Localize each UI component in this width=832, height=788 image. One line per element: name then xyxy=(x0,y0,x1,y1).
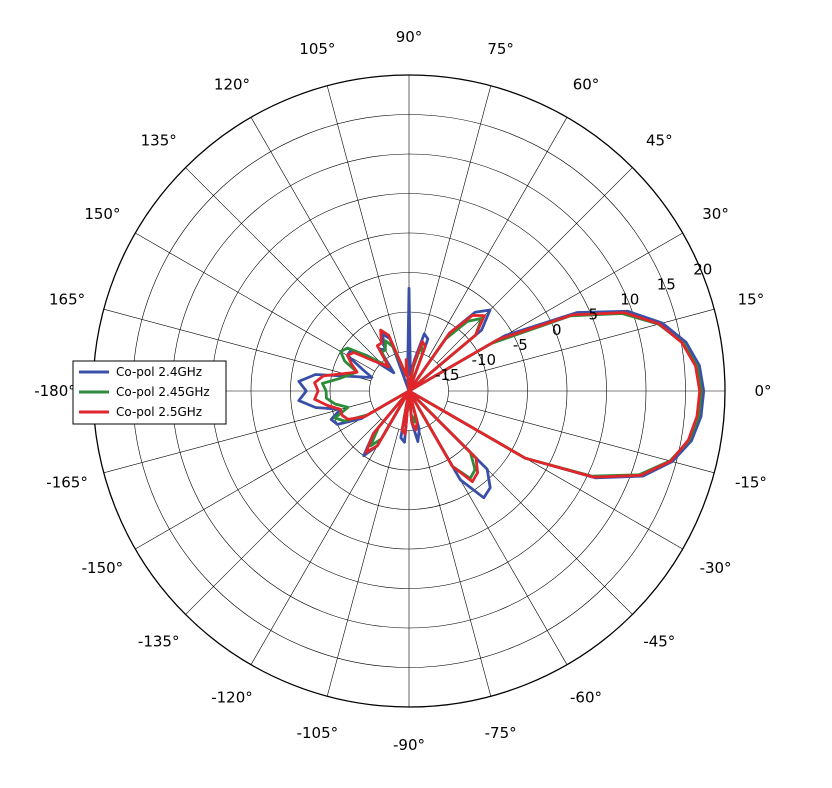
angular-gridline xyxy=(428,117,568,357)
angular-gridline xyxy=(250,425,390,665)
angular-tick-label: 135° xyxy=(141,132,177,150)
angular-tick-label: 150° xyxy=(84,205,120,223)
angular-tick-label: -135° xyxy=(138,632,180,650)
angular-gridline xyxy=(447,308,715,382)
angular-tick-label: -120° xyxy=(211,689,253,707)
angular-tick-label: 75° xyxy=(487,40,514,58)
legend-label: Co-pol 2.4GHz xyxy=(116,365,202,379)
angular-tick-label: -105° xyxy=(297,724,339,742)
angular-tick-label: -30° xyxy=(700,559,732,577)
angular-gridline xyxy=(185,167,382,364)
angular-tick-label: -45° xyxy=(643,632,675,650)
radial-tick-label: -10 xyxy=(472,351,497,369)
angular-tick-label: -75° xyxy=(485,724,517,742)
radial-tick-label: 20 xyxy=(693,260,712,278)
angular-gridline xyxy=(418,429,492,697)
angular-tick-label: -15° xyxy=(735,474,767,492)
angular-gridline xyxy=(418,85,492,353)
angular-tick-label: -90° xyxy=(393,736,425,754)
legend: Co-pol 2.4GHz Co-pol 2.45GHz Co-pol 2.5GHz xyxy=(72,360,227,425)
angular-gridline xyxy=(436,167,633,364)
legend-label: Co-pol 2.45GHz xyxy=(116,385,210,399)
angular-gridline xyxy=(250,117,390,357)
angular-gridline xyxy=(326,85,400,353)
angular-tick-label: -60° xyxy=(570,689,602,707)
series-lines xyxy=(297,286,706,500)
angular-gridline xyxy=(135,410,375,550)
angular-gridline xyxy=(326,429,400,697)
angular-tick-label: 15° xyxy=(738,290,765,308)
angular-tick-label: 165° xyxy=(49,290,85,308)
radial-tick-label: 0 xyxy=(552,321,562,339)
angular-gridline xyxy=(185,418,382,615)
angular-gridline xyxy=(135,232,375,372)
angular-tick-label: 120° xyxy=(214,75,250,93)
angular-tick-label: 105° xyxy=(299,40,335,58)
radial-tick-label: 15 xyxy=(657,275,676,293)
series-line-3 xyxy=(313,311,702,483)
angular-gridline xyxy=(103,308,371,382)
radial-tick-label: 5 xyxy=(589,306,599,324)
angular-tick-label: 60° xyxy=(573,75,600,93)
angular-tick-label: -150° xyxy=(82,559,124,577)
angular-tick-label: 45° xyxy=(646,132,673,150)
axis-labels: 0° 15° 30° 45° 60° 75° 90° 105° 120° 135° 150° 165°… xyxy=(34,28,771,754)
radial-tick-label: -5 xyxy=(513,336,528,354)
radial-tick-label: 10 xyxy=(620,291,639,309)
angular-gridline xyxy=(103,400,371,474)
angular-tick-label: -180° xyxy=(34,382,76,400)
angular-tick-label: 0° xyxy=(754,382,771,400)
grid xyxy=(92,74,726,708)
angular-tick-label: 90° xyxy=(396,28,423,46)
angular-tick-label: -165° xyxy=(46,474,88,492)
angular-tick-label: 30° xyxy=(702,205,729,223)
radial-tick-label: -15 xyxy=(435,366,460,384)
legend-label: Co-pol 2.5GHz xyxy=(116,405,202,419)
